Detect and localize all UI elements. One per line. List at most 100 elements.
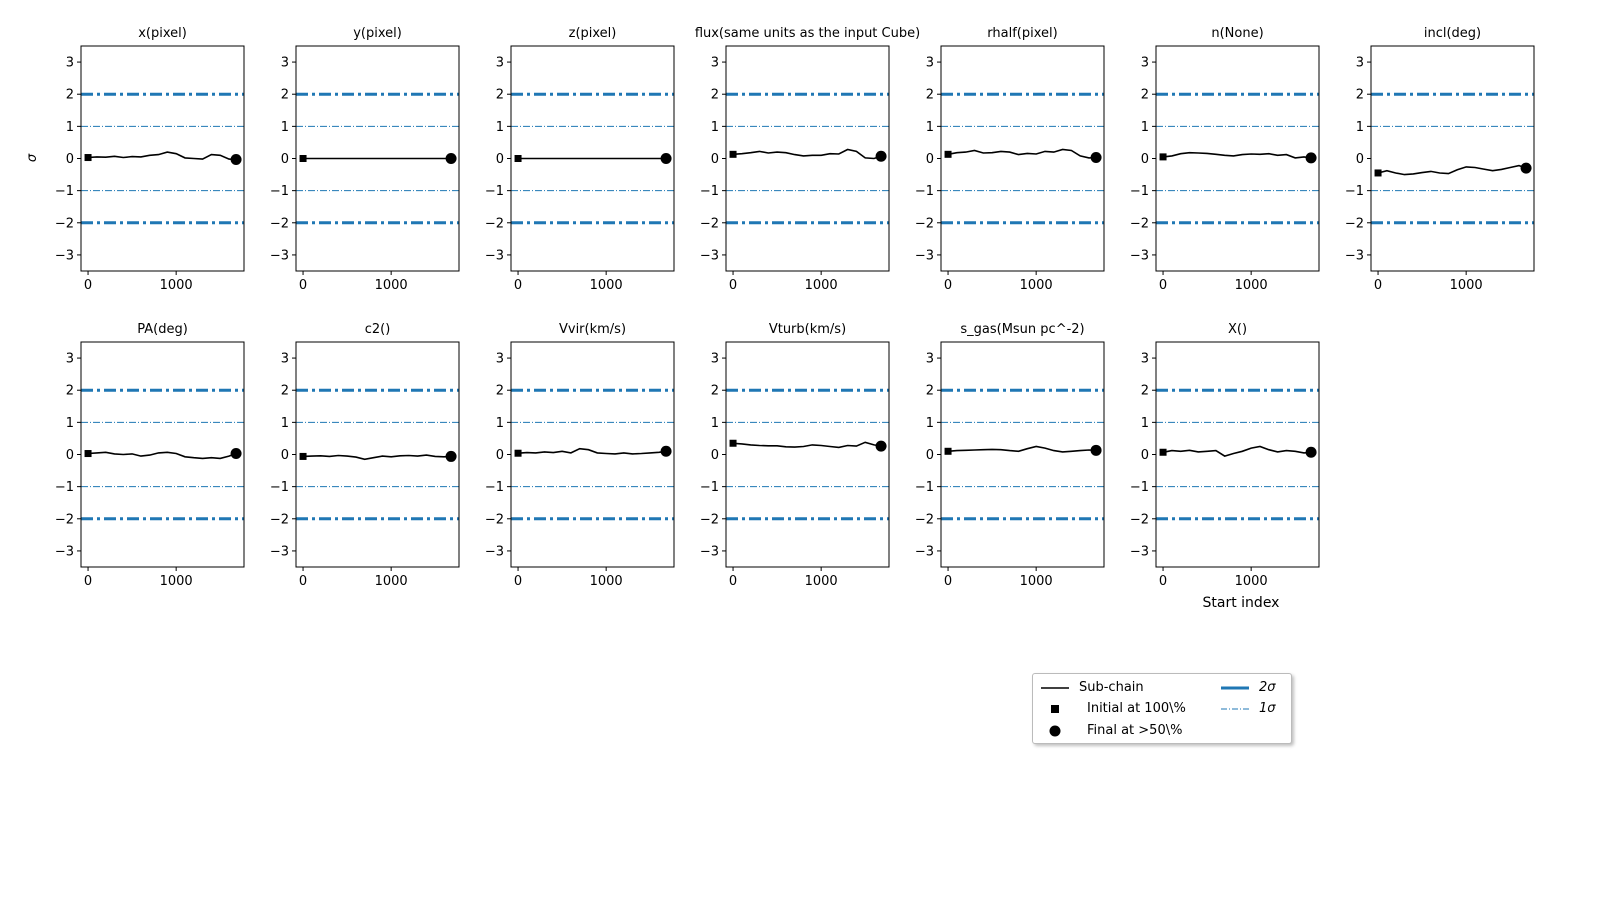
x-tick-label: 0 <box>84 278 92 293</box>
y-tick-label: −2 <box>270 512 289 527</box>
y-tick-label: 1 <box>926 120 934 135</box>
panel: flux(same units as the input Cube) −3 −2 −1… <box>695 26 920 293</box>
panel-title: y(pixel) <box>353 26 402 41</box>
axes-frame <box>725 45 890 272</box>
x-tick-label: 0 <box>1374 278 1382 293</box>
subchain-line <box>1162 445 1312 457</box>
subchain-line <box>302 454 452 461</box>
y-tick-label: −3 <box>915 248 934 263</box>
x-tick-label: 0 <box>729 574 737 589</box>
y-tick-label: −1 <box>485 184 504 199</box>
initial-marker <box>84 154 92 162</box>
y-tick-label: −2 <box>1345 216 1364 231</box>
y-tick-label: −1 <box>270 184 289 199</box>
axes-frame <box>725 341 890 568</box>
y-tick-label: 0 <box>711 152 719 167</box>
y-tick-label: −3 <box>270 544 289 559</box>
y-tick-label: 0 <box>281 152 289 167</box>
initial-marker <box>1374 169 1382 177</box>
x-tick-label: 1000 <box>160 278 193 293</box>
final-marker <box>1090 152 1102 164</box>
y-tick-label: 0 <box>66 152 74 167</box>
legend-label-final: Final at >50\% <box>1087 723 1183 738</box>
y-tick-label: 3 <box>281 56 289 71</box>
y-tick-label: 3 <box>66 56 74 71</box>
initial-marker <box>1159 448 1167 456</box>
panel: s_gas(Msun pc^-2) −3 −2 −1 0 1 2 3 0 1000 <box>915 322 1105 589</box>
y-tick-label: 3 <box>711 56 719 71</box>
y-tick-label: 3 <box>1141 352 1149 367</box>
y-tick-label: 0 <box>1356 152 1364 167</box>
legend-label-two-sigma: 2σ <box>1259 680 1276 695</box>
y-tick-label: 0 <box>496 152 504 167</box>
axes-frame <box>1370 45 1535 272</box>
y-tick-label: 3 <box>1356 56 1364 71</box>
y-tick-label: −1 <box>270 480 289 495</box>
y-tick-label: 0 <box>1141 448 1149 463</box>
y-tick-label: −2 <box>915 512 934 527</box>
axes-frame <box>80 45 245 272</box>
y-tick-label: −3 <box>915 544 934 559</box>
panel: x(pixel) −3 −2 −1 0 1 2 3 0 1000 <box>55 26 245 293</box>
y-tick-label: 0 <box>496 448 504 463</box>
y-axis-label: σ <box>25 153 40 162</box>
y-tick-label: −3 <box>1130 544 1149 559</box>
y-tick-label: 0 <box>1141 152 1149 167</box>
panel: incl(deg) −3 −2 −1 0 1 2 3 0 1000 <box>1345 26 1535 293</box>
y-tick-label: 2 <box>711 88 719 103</box>
y-tick-label: −2 <box>700 512 719 527</box>
y-tick-label: 0 <box>926 448 934 463</box>
y-tick-label: 2 <box>281 384 289 399</box>
panel: Vturb(km/s) −3 −2 −1 0 1 2 3 0 1000 <box>700 322 890 589</box>
y-tick-label: 3 <box>926 352 934 367</box>
y-tick-label: −2 <box>1130 216 1149 231</box>
x-tick-label: 0 <box>729 278 737 293</box>
subchain-line <box>1162 151 1312 159</box>
y-tick-label: 1 <box>1356 120 1364 135</box>
subchain-line <box>947 148 1097 159</box>
y-tick-label: 1 <box>496 416 504 431</box>
y-tick-label: −1 <box>1130 184 1149 199</box>
initial-marker <box>514 449 522 457</box>
final-marker <box>660 153 672 164</box>
square-marker-icon <box>1051 705 1059 713</box>
final-marker <box>445 450 457 462</box>
y-tick-label: −1 <box>1130 480 1149 495</box>
y-tick-label: 2 <box>926 88 934 103</box>
y-tick-label: 1 <box>1141 120 1149 135</box>
x-tick-label: 1000 <box>1020 278 1053 293</box>
subchain-line <box>1377 164 1527 176</box>
y-tick-label: −3 <box>270 248 289 263</box>
x-tick-label: 1000 <box>1235 574 1268 589</box>
final-marker <box>1090 444 1102 456</box>
y-tick-label: −3 <box>55 544 74 559</box>
y-tick-label: −2 <box>55 512 74 527</box>
y-tick-label: 2 <box>66 88 74 103</box>
final-marker <box>230 153 242 165</box>
y-tick-label: 2 <box>1141 88 1149 103</box>
two-sigma-line-icon <box>1221 686 1249 690</box>
y-tick-label: −3 <box>1345 248 1364 263</box>
y-tick-label: 1 <box>1141 416 1149 431</box>
x-tick-label: 0 <box>514 574 522 589</box>
final-marker <box>875 440 887 452</box>
final-marker <box>1305 446 1317 458</box>
subchain-line <box>947 445 1097 453</box>
subchain-line <box>517 447 667 455</box>
y-tick-label: 0 <box>281 448 289 463</box>
legend-label-one-sigma: 1σ <box>1259 701 1276 716</box>
y-tick-label: 2 <box>496 384 504 399</box>
x-tick-label: 0 <box>84 574 92 589</box>
legend-label-subchain: Sub-chain <box>1079 680 1144 695</box>
initial-marker <box>299 452 307 460</box>
y-tick-label: 2 <box>926 384 934 399</box>
y-tick-label: −1 <box>485 480 504 495</box>
y-tick-label: 3 <box>711 352 719 367</box>
y-tick-label: −3 <box>1130 248 1149 263</box>
y-tick-label: −1 <box>915 480 934 495</box>
final-marker <box>445 153 457 164</box>
initial-marker <box>729 150 737 158</box>
panel-title: flux(same units as the input Cube) <box>695 26 920 41</box>
x-tick-label: 1000 <box>805 278 838 293</box>
